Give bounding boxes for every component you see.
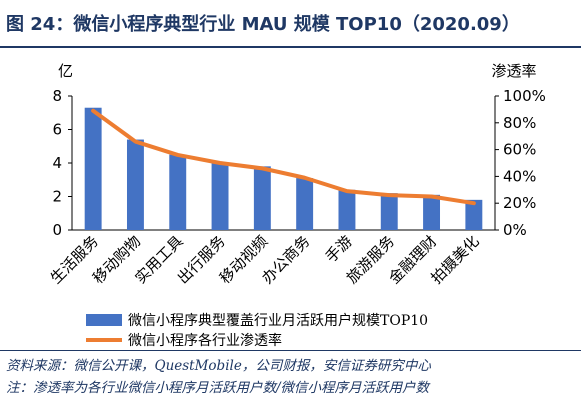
right-axis-label: 渗透率 (491, 62, 536, 80)
bar (465, 199, 483, 230)
bar (126, 139, 144, 230)
right-axis-tick-label: 0% (503, 221, 527, 239)
left-axis-tick-label: 4 (52, 154, 62, 172)
source-note: 资料来源：微信公开课，QuestMobile，公司财报，安信证券研究中心 (6, 358, 431, 374)
bar (84, 107, 102, 230)
bar (211, 163, 229, 230)
x-tick-label: 手游 (322, 232, 356, 266)
line-point (303, 176, 307, 180)
left-axis-tick-label: 2 (52, 188, 62, 206)
left-axis-tick-label: 0 (52, 221, 62, 239)
line-point (176, 153, 180, 157)
bar (253, 166, 271, 230)
line-point (387, 193, 391, 197)
right-axis-tick-label: 60% (503, 141, 536, 159)
bar (423, 194, 441, 230)
line-point (91, 109, 95, 113)
line-point (218, 161, 222, 165)
bar-series (84, 107, 483, 230)
legend-bar-swatch (86, 314, 122, 326)
right-axis-tick-label: 80% (503, 114, 536, 132)
bar (169, 154, 187, 230)
footer-divider (0, 350, 581, 351)
legend-bar-label: 微信小程序典型覆盖行业月活跃用户规模TOP10 (128, 312, 428, 329)
penetration-line (91, 108, 476, 206)
right-axis-tick-label: 100% (503, 87, 546, 105)
chart-title-text: 图 24：微信小程序典型行业 MAU 规模 TOP10（2020.09） (6, 14, 520, 35)
title-divider (0, 46, 581, 48)
line-series (91, 108, 476, 206)
line-point (472, 201, 476, 205)
right-axis-tick-label: 40% (503, 167, 536, 185)
line-point (260, 166, 264, 170)
left-axis-tick-label: 6 (52, 121, 62, 139)
chart-title: 图 24：微信小程序典型行业 MAU 规模 TOP10（2020.09） (0, 0, 581, 46)
left-axis-unit-label: 亿 (58, 62, 73, 80)
line-point (430, 195, 434, 198)
left-axis-tick-label: 8 (52, 87, 62, 105)
bar (338, 189, 356, 230)
legend: 微信小程序典型覆盖行业月活跃用户规模TOP10 微信小程序各行业渗透率 (86, 312, 428, 349)
line-point (133, 140, 137, 144)
right-axis-tick-label: 20% (503, 194, 536, 212)
line-point (345, 189, 349, 193)
bar (296, 178, 314, 230)
footnote: 注：渗透率为各行业微信小程序月活跃用户数/微信小程序月活跃用户数 (6, 380, 430, 396)
legend-line-label: 微信小程序各行业渗透率 (128, 332, 282, 349)
bar (380, 193, 398, 230)
